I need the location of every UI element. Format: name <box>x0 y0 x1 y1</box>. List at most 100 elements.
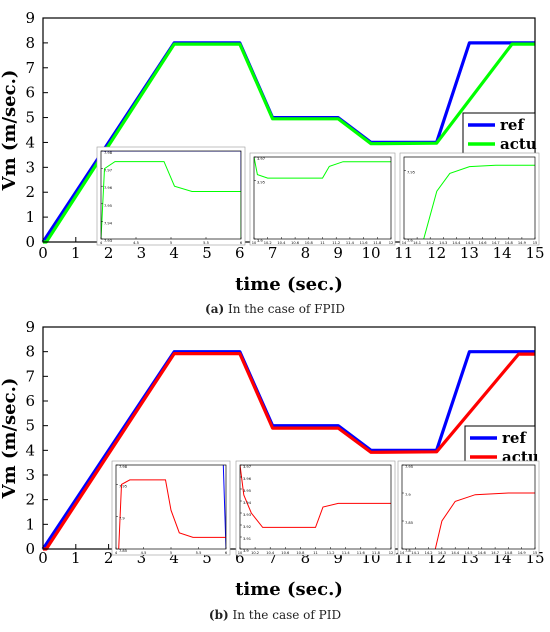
y-tick-label: 2 <box>25 491 35 509</box>
y-tick-label: 6 <box>25 392 35 410</box>
inset-y-tick-label: 3.93 <box>243 513 251 517</box>
inset-y-tick-label: 3.95 <box>243 489 251 493</box>
inset-x-tick-label: 10.6 <box>291 241 300 245</box>
inset-series-actu <box>434 492 535 549</box>
x-tick-label: 10 <box>361 244 380 262</box>
inset-background <box>96 146 246 246</box>
inset-series-actu <box>254 157 391 179</box>
inset-background <box>249 152 396 246</box>
inset-series-actu <box>240 465 391 528</box>
inset-x-tick-label: 6 <box>225 551 228 555</box>
inset-y-tick-label: 3.9 <box>243 549 249 553</box>
inset-x-tick-label: 14.9 <box>518 551 527 555</box>
inset-background <box>399 152 540 246</box>
inset-x-tick-label: 14.8 <box>505 241 514 245</box>
inset-x-tick-label: 14.2 <box>426 241 434 245</box>
inset-x-tick-label: 10.2 <box>264 241 272 245</box>
inset-y-tick-label: 7.85 <box>119 549 127 553</box>
x-axis-label: time (sec.) <box>235 274 343 295</box>
y-tick-label: 0 <box>25 233 35 251</box>
inset-x-tick-label: 5 <box>170 551 172 555</box>
inset-x-tick-label: 14.9 <box>518 241 527 245</box>
inset-y-tick-label: 3.9 <box>257 239 263 243</box>
inset-y-tick-label: 7.8 <box>405 549 411 553</box>
inset-x-tick-label: 14 <box>402 241 407 245</box>
inset-y-tick-label: 7.95 <box>119 484 127 488</box>
y-tick-label: 9 <box>25 9 35 27</box>
inset-x-tick-label: 4.5 <box>133 241 139 245</box>
y-tick-label: 4 <box>25 441 35 459</box>
inset-x-tick-label: 12 <box>389 241 394 245</box>
inset-plot-1: 10 10.2 10.4 10.6 10.8 11 11.2 11.4 11.6 11.8 12 3.… <box>235 460 396 556</box>
inset-y-tick-label: 7.94 <box>104 221 113 225</box>
inset-y-tick-label: 3.96 <box>243 477 252 481</box>
x-tick-label: 9 <box>333 549 343 567</box>
inset-x-tick-label: 11.4 <box>342 551 351 555</box>
caption-a-label: (a) <box>205 302 225 316</box>
inset-x-tick-label: 11.8 <box>373 241 382 245</box>
x-tick-label: 7 <box>268 549 278 567</box>
inset-y-tick-label: 7.9 <box>407 239 413 243</box>
inset-x-tick-label: 14.3 <box>438 551 446 555</box>
x-tick-label: 2 <box>104 244 114 262</box>
inset-x-tick-label: 14.4 <box>451 551 460 555</box>
inset-background <box>397 460 540 556</box>
inset-y-tick-label: 3.94 <box>243 501 252 505</box>
inset-y-tick-label: 3.91 <box>243 537 251 541</box>
inset-x-tick-label: 12 <box>389 551 394 555</box>
inset-background <box>235 460 396 556</box>
series-line-actu <box>43 42 535 244</box>
inset-x-tick-label: 4.5 <box>141 551 147 555</box>
inset-x-tick-label: 15 <box>533 241 538 245</box>
y-tick-label: 4 <box>25 133 35 151</box>
inset-x-tick-label: 14.7 <box>491 551 499 555</box>
inset-x-tick-label: 14.7 <box>492 241 500 245</box>
inset-x-tick-label: 11.4 <box>346 241 355 245</box>
inset-x-tick-label: 10.4 <box>277 241 286 245</box>
y-tick-label: 2 <box>25 183 35 201</box>
x-tick-label: 5 <box>202 549 212 567</box>
inset-x-tick-label: 4 <box>100 241 103 245</box>
inset-y-tick-label: 7.97 <box>104 169 112 173</box>
caption-b-text: In the case of PID <box>228 608 342 622</box>
y-tick-label: 8 <box>25 34 35 52</box>
inset-x-tick-label: 11.2 <box>332 241 340 245</box>
y-tick-label: 5 <box>25 109 35 127</box>
x-tick-label: 15 <box>525 244 544 262</box>
inset-x-tick-label: 14.6 <box>479 241 488 245</box>
inset-plot-2: 14 14.1 14.2 14.3 14.4 14.5 14.6 14.7 14.8 14.9 15… <box>399 152 540 246</box>
inset-series-actu <box>118 479 226 549</box>
inset-plot-1: 10 10.2 10.4 10.6 10.8 11 11.2 11.4 11.6 11.8 12 3.… <box>249 152 396 246</box>
x-tick-label: 5 <box>202 244 212 262</box>
inset-x-tick-label: 10 <box>238 551 243 555</box>
inset-y-tick-label: 7.85 <box>405 521 413 525</box>
inset-x-tick-label: 11 <box>313 551 318 555</box>
y-tick-label: 1 <box>25 208 35 226</box>
y-tick-label: 7 <box>25 367 35 385</box>
inset-x-tick-label: 6 <box>240 241 243 245</box>
x-tick-label: 0 <box>38 244 48 262</box>
x-tick-label: 14 <box>493 244 512 262</box>
inset-y-tick-label: 7.93 <box>104 239 112 243</box>
inset-x-tick-label: 5.5 <box>203 241 209 245</box>
x-tick-label: 4 <box>169 549 179 567</box>
x-tick-label: 4 <box>169 244 179 262</box>
x-tick-label: 1 <box>71 244 81 262</box>
inset-x-tick-label: 14.1 <box>411 551 419 555</box>
y-tick-label: 3 <box>25 466 35 484</box>
inset-y-tick-label: 3.97 <box>257 157 265 161</box>
caption-b-label: (b) <box>208 608 229 622</box>
y-tick-label: 6 <box>25 84 35 102</box>
inset-x-tick-label: 14.5 <box>464 551 472 555</box>
inset-x-tick-label: 10.4 <box>266 551 275 555</box>
inset-y-tick-label: 7.96 <box>104 186 113 190</box>
inset-x-tick-label: 10.8 <box>296 551 305 555</box>
inset-y-tick-label: 7.95 <box>407 171 415 175</box>
inset-y-tick-label: 3.97 <box>243 465 251 469</box>
inset-x-tick-label: 14 <box>400 551 405 555</box>
inset-plot-0: 4 4.5 5 5.5 6 7.85 7.9 7.95 7.98 <box>111 460 231 556</box>
inset-series-ref <box>222 465 226 549</box>
y-tick-label: 0 <box>25 540 35 558</box>
x-tick-label: 2 <box>104 549 114 567</box>
